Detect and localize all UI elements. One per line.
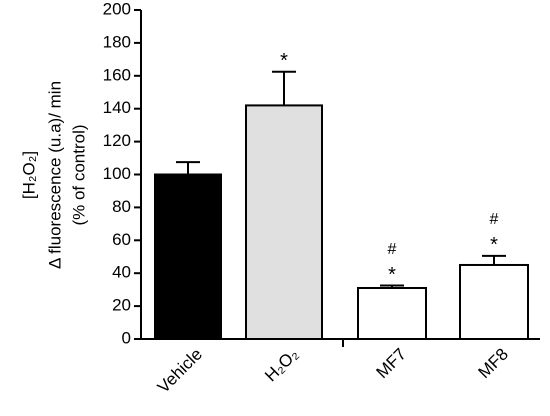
y-axis-label-line: Δ fluorescence (u.a)/ min <box>45 81 64 269</box>
y-axis-label: [H₂O₂] Δ fluorescence (u.a)/ min (% of con… <box>19 81 88 269</box>
bar <box>459 263 529 341</box>
y-tick-label: 200 <box>103 0 131 18</box>
y-tick-label: 160 <box>103 65 131 84</box>
y-tick-label: 120 <box>103 131 131 150</box>
annotation: * <box>280 50 288 72</box>
y-axis-label-line: [H₂O₂] <box>19 151 38 199</box>
x-tick-label: MF7 <box>373 345 410 382</box>
bar <box>357 287 427 341</box>
y-tick-label: 0 <box>122 328 131 347</box>
x-tick-label: Vehicle <box>154 345 206 397</box>
y-tick-label: 100 <box>103 164 131 183</box>
y-axis-label-line: (% of control) <box>69 124 88 225</box>
annotation: # <box>388 241 397 258</box>
annotation: * <box>490 234 498 256</box>
y-tick-label: 80 <box>112 197 131 216</box>
y-tick-label: 180 <box>103 32 131 51</box>
bar <box>154 173 222 340</box>
y-tick-label: 60 <box>112 230 131 249</box>
x-tick-label: H₂O₂ <box>261 345 302 386</box>
annotation: * <box>388 264 396 286</box>
bar <box>245 104 323 340</box>
y-tick-label: 140 <box>103 98 131 117</box>
y-tick-label: 20 <box>112 296 131 315</box>
x-tick-label: MF8 <box>475 345 512 382</box>
y-tick-label: 40 <box>112 263 131 282</box>
annotation: # <box>490 211 499 228</box>
